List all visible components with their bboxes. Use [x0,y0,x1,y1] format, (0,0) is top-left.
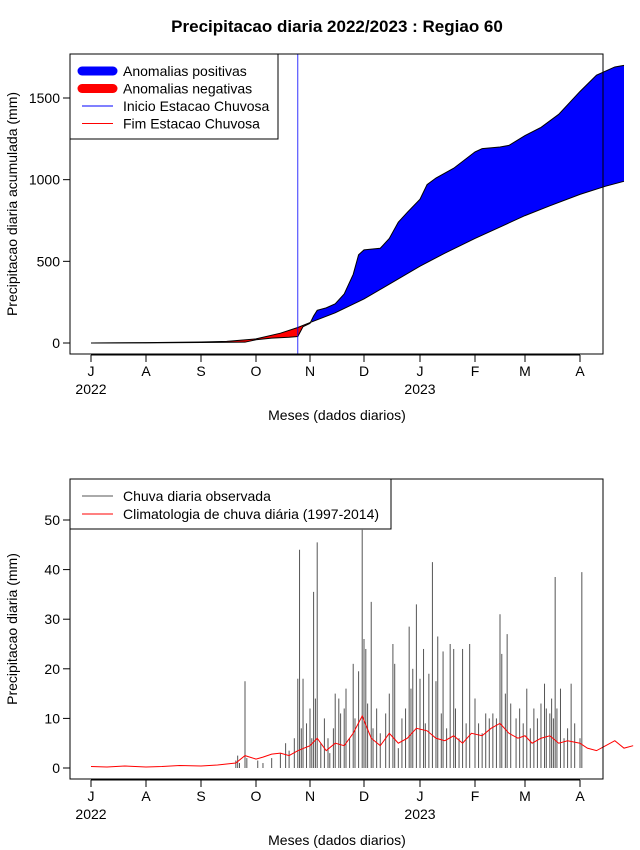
daily-chart: J A S O N D J F M A 2022 2023 0 10 20 30 40 50 Meses (da… [4,478,634,848]
cumulative-chart-x-tick-label: S [196,363,205,379]
daily-legend-box [69,478,392,530]
cumulative-chart-x-axis: J A S O N D J F M A 2022 2023 [75,354,585,397]
cumulative-chart-y-axis: 0 500 1000 1500 [29,90,71,351]
daily-chart-x-tick-label: A [141,788,151,804]
cumulative-chart-anomaly-areas [92,65,624,343]
cumulative-chart-x-tick-label: M [519,363,531,379]
daily-chart-x-tick-label: A [575,788,585,804]
daily-chart-x-label: Meses (dados diarios) [268,832,406,848]
cumulative-chart-x-tick-label: N [305,363,315,379]
cumulative-chart-x-label: Meses (dados diarios) [268,407,406,423]
daily-chart-x-tick-label: S [196,788,205,804]
daily-chart-climatology [90,714,634,768]
cumulative-chart-y-tick-label: 1000 [29,172,60,188]
daily-chart-y-label: Precipitacao diaria (mm) [4,553,20,705]
positive-anomaly-area [311,65,624,322]
observed-cumulative-line [90,64,625,344]
negative-anomaly-area [92,322,311,343]
cumulative-chart-lines [90,54,625,354]
daily-chart-y-tick-label: 0 [52,760,60,776]
daily-chart-y-tick-label: 10 [44,710,60,726]
daily-chart-year-label: 2022 [75,806,106,822]
cumulative-chart-x-tick-label: J [417,363,424,379]
daily-chart-x-tick-label: M [519,788,531,804]
cumulative-legend-label: Fim Estacao Chuvosa [123,116,260,132]
climatology-daily-line [90,714,634,768]
cumulative-chart-y-label: Precipitacao diaria acumulada (mm) [4,92,20,316]
chart-title: Precipitacao diaria 2022/2023 : Regiao 6… [171,17,503,36]
cumulative-chart-y-tick-label: 500 [37,253,61,269]
cumulative-chart-year-label: 2022 [75,381,106,397]
cumulative-chart-x-tick-label: A [141,363,151,379]
cumulative-legend-label: Anomalias negativas [123,81,252,97]
daily-legend-label: Climatologia de chuva diária (1997-2014) [123,506,379,522]
daily-chart-y-axis: 0 10 20 30 40 50 [44,512,71,776]
cumulative-chart-y-tick-label: 1500 [29,90,60,106]
cumulative-chart-x-tick-label: O [251,363,262,379]
daily-chart-y-tick-label: 20 [44,661,60,677]
daily-chart-legend: Chuva diaria observada Climatologia de ch… [69,478,392,530]
daily-chart-bars [235,529,583,768]
daily-chart-x-tick-label: J [88,788,95,804]
cumulative-chart-x-tick-label: D [359,363,369,379]
daily-legend-label: Chuva diaria observada [123,488,271,504]
cumulative-chart-x-tick-label: A [575,363,585,379]
climatology-cumulative-line [90,180,625,344]
cumulative-chart-legend: Anomalias positivas Anomalias negativasIn… [69,53,279,140]
daily-chart-y-tick-label: 30 [44,611,60,627]
daily-chart-x-tick-label: F [471,788,480,804]
daily-chart-y-tick-label: 40 [44,562,60,578]
cumulative-chart: J A S O N D J F M A 2022 2023 0 500 1000 1500 Meses (d… [4,53,625,423]
cumulative-chart-x-tick-label: F [471,363,480,379]
daily-chart-x-tick-label: J [417,788,424,804]
daily-chart-x-axis: J A S O N D J F M A 2022 2023 [75,779,585,822]
daily-chart-x-tick-label: D [359,788,369,804]
daily-chart-y-tick-label: 50 [44,512,60,528]
daily-chart-x-tick-label: N [305,788,315,804]
cumulative-chart-year-label: 2023 [404,381,435,397]
daily-chart-x-tick-label: O [251,788,262,804]
cumulative-legend-label: Inicio Estacao Chuvosa [123,98,270,114]
cumulative-chart-x-tick-label: J [88,363,95,379]
daily-chart-year-label: 2023 [404,806,435,822]
cumulative-chart-y-tick-label: 0 [52,335,60,351]
cumulative-legend-label: Anomalias positivas [123,63,247,79]
